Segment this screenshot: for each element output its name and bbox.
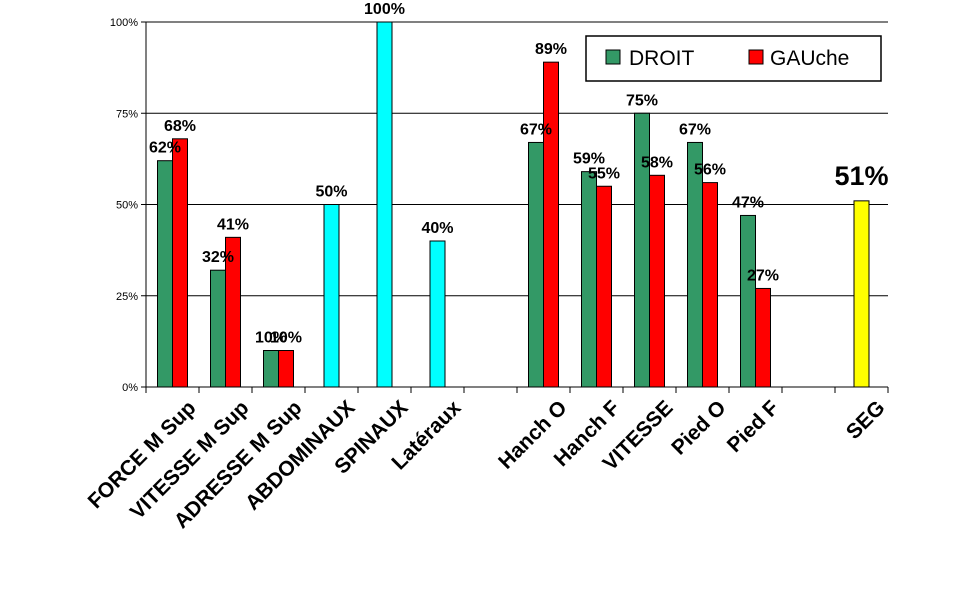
axes bbox=[141, 21, 889, 393]
bar-droit bbox=[263, 350, 279, 388]
y-tick-label: 25% bbox=[116, 291, 138, 303]
legend-label-droit: DROIT bbox=[629, 47, 695, 70]
data-label-gauche: 56% bbox=[694, 162, 726, 179]
data-label-single: 51% bbox=[834, 161, 888, 191]
bar-droit bbox=[740, 214, 756, 388]
bar-gauche bbox=[596, 185, 612, 388]
data-label-droit: 10% bbox=[255, 330, 287, 347]
data-label-single: 50% bbox=[315, 184, 347, 201]
legend-swatch-gauche bbox=[748, 49, 764, 65]
bar-droit bbox=[528, 141, 544, 388]
category-label: Pied F bbox=[723, 396, 784, 457]
bar-droit bbox=[210, 269, 226, 388]
data-label-droit: 67% bbox=[520, 121, 552, 138]
legend: DROIT GAUche bbox=[585, 35, 882, 82]
bar-droit bbox=[157, 160, 173, 388]
bar-gauche bbox=[172, 138, 188, 388]
data-label-droit: 67% bbox=[679, 121, 711, 138]
bar-single bbox=[853, 200, 870, 388]
data-label-gauche: 27% bbox=[747, 267, 779, 284]
data-label-droit: 62% bbox=[149, 140, 181, 157]
bars bbox=[157, 21, 870, 388]
legend-swatch-droit bbox=[605, 49, 621, 65]
category-label: Pied O bbox=[667, 396, 730, 459]
y-tick-label: 50% bbox=[116, 200, 138, 212]
data-label-droit: 75% bbox=[626, 92, 658, 109]
legend-label-gauche: GAUche bbox=[770, 47, 849, 70]
data-label-droit: 47% bbox=[732, 194, 764, 211]
data-label-gauche: 58% bbox=[641, 154, 673, 171]
bar-single bbox=[376, 21, 393, 388]
data-label-gauche: 68% bbox=[164, 118, 196, 135]
bar-single bbox=[323, 204, 340, 388]
y-tick-label: 100% bbox=[110, 17, 138, 29]
y-tick-labels: 0% 25% 50% 75% 100% bbox=[110, 17, 138, 394]
category-label: SEG bbox=[842, 396, 890, 444]
data-label-gauche: 10% bbox=[270, 330, 302, 347]
data-label-gauche: 89% bbox=[535, 41, 567, 58]
bar-gauche bbox=[755, 287, 771, 388]
bar-droit bbox=[687, 141, 703, 388]
bar-single bbox=[429, 240, 446, 388]
data-label-droit: 59% bbox=[573, 151, 605, 168]
bar-gauche bbox=[543, 61, 559, 388]
y-tick-label: 75% bbox=[116, 108, 138, 120]
data-label-single: 100% bbox=[364, 1, 405, 18]
data-labels: 62% 32% 10% 67% 59% 75% 67% 47% 68% 41% 10% 89% 55% 5… bbox=[149, 1, 889, 347]
bar-gauche bbox=[649, 174, 665, 388]
legend-box bbox=[585, 35, 882, 82]
data-label-gauche: 41% bbox=[217, 216, 249, 233]
y-tick-label: 0% bbox=[122, 382, 138, 394]
bar-gauche bbox=[702, 182, 718, 388]
bar-gauche bbox=[278, 350, 294, 388]
data-label-gauche: 55% bbox=[588, 165, 620, 182]
bar-droit bbox=[581, 171, 597, 388]
data-label-droit: 32% bbox=[202, 249, 234, 266]
data-label-single: 40% bbox=[421, 220, 453, 237]
